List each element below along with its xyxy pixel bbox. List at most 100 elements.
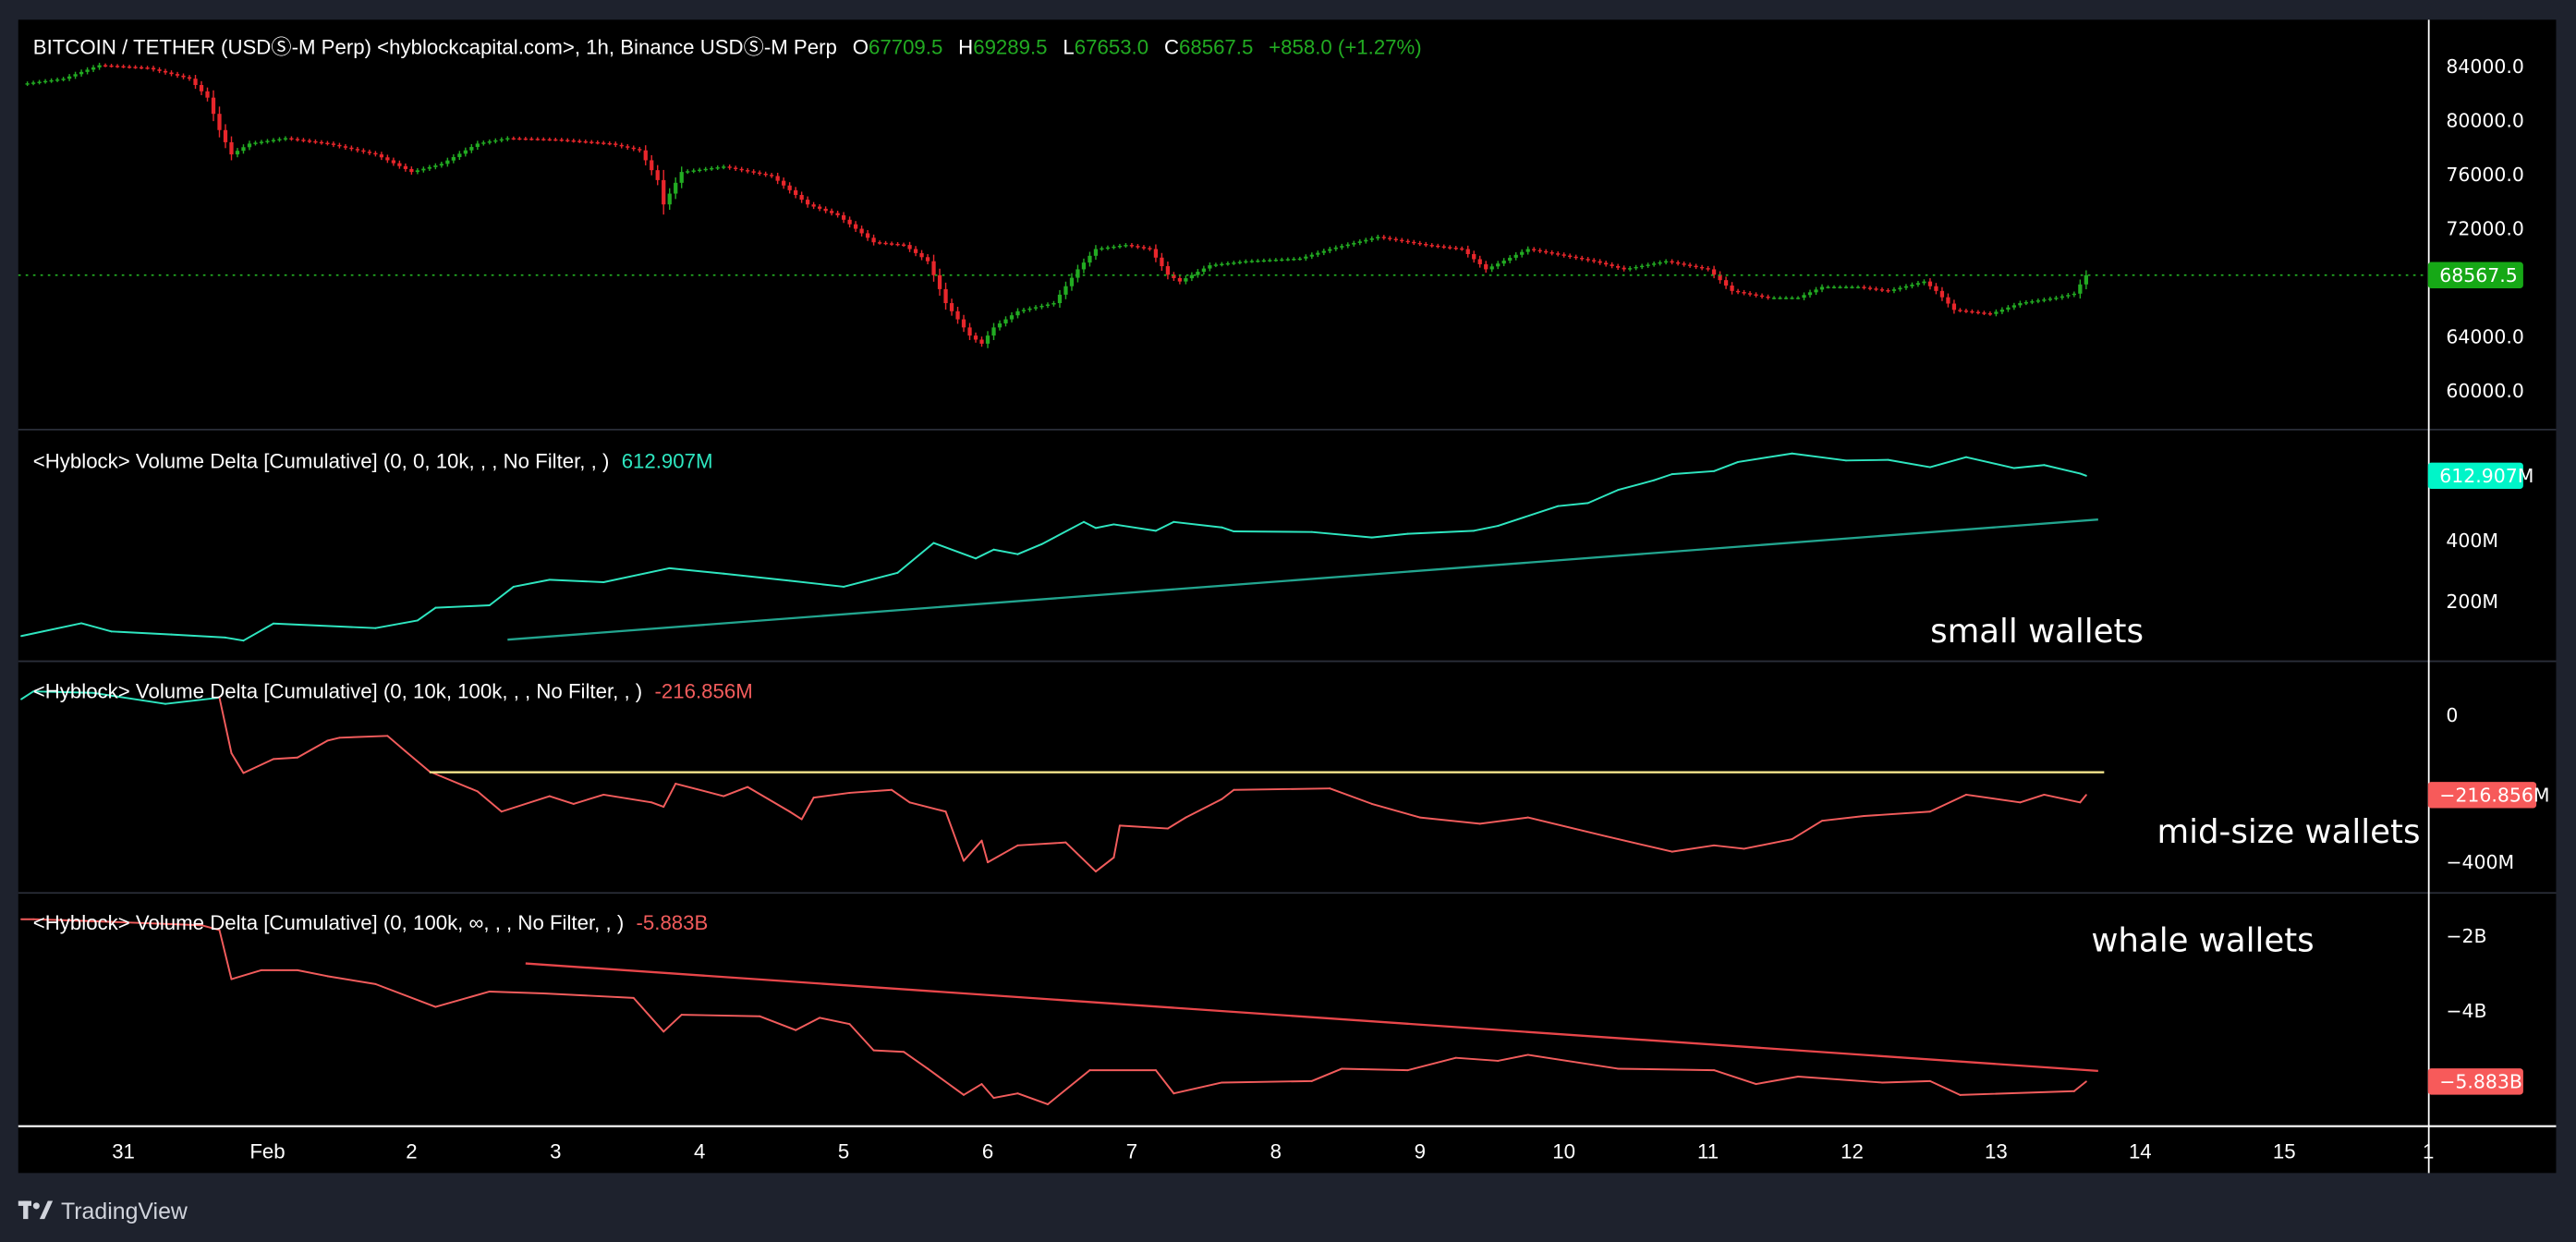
series-segment <box>1016 542 1043 555</box>
series-segment <box>944 810 966 862</box>
candle-body <box>2023 302 2029 304</box>
candle-body <box>2060 296 2064 298</box>
candle-body <box>1831 286 1837 288</box>
series-segment <box>963 1083 983 1096</box>
candle-body <box>595 141 600 144</box>
time-axis[interactable]: 31 Feb 2 3 4 5 6 7 8 9 10 11 12 13 14 15 1 <box>112 1139 2434 1163</box>
small-pane-value: 612.907M <box>622 450 713 473</box>
series-segment <box>987 844 1019 864</box>
series-segment <box>542 992 635 999</box>
candle-body <box>907 245 912 250</box>
candle-body <box>949 303 954 311</box>
candle-body <box>1747 293 1753 295</box>
axis-tick-label: −2B <box>2446 925 2486 947</box>
candle-body <box>1489 266 1494 270</box>
series-segment <box>668 566 725 575</box>
series-segment <box>980 1083 995 1100</box>
candle-body <box>1009 315 1015 320</box>
whale-pane-legend: <Hyblock> Volume Delta [Cumulative] (0, … <box>33 911 709 934</box>
series-segment <box>662 1014 683 1033</box>
series-segment <box>1964 793 2022 804</box>
candle-body <box>1369 237 1374 240</box>
candle-body <box>187 77 192 79</box>
series-segment <box>1406 1056 1457 1072</box>
candle-body <box>1189 274 1195 279</box>
series-segment <box>1064 841 1097 873</box>
candle-body <box>1225 262 1231 265</box>
candle-body <box>1627 268 1633 270</box>
series-segment <box>230 968 262 980</box>
candle-body <box>349 147 354 150</box>
series-segment <box>1557 502 1589 507</box>
candle-body <box>1405 240 1410 243</box>
candle-body <box>1675 262 1681 264</box>
candle-body <box>614 143 618 145</box>
series-segment <box>1671 844 1716 853</box>
candle-body <box>1003 319 1008 323</box>
whale-pane-title[interactable]: <Hyblock> Volume Delta [Cumulative] (0, … <box>33 911 624 934</box>
candle-body <box>1862 286 1866 288</box>
candle-body <box>1586 259 1590 261</box>
symbol-title[interactable]: BITCOIN / TETHER (USDⓈ-M Perp) <hyblockc… <box>33 36 837 59</box>
series-segment <box>1173 520 1223 529</box>
chart-area <box>18 19 2557 1174</box>
candle-body <box>331 143 336 145</box>
candle-body <box>1561 254 1566 256</box>
series-segment <box>1233 530 1313 533</box>
candle-body <box>295 139 300 140</box>
candle-body <box>1616 265 1621 268</box>
tradingview-brand[interactable]: TradingView <box>18 1199 188 1224</box>
candle-body <box>1850 286 1854 288</box>
candle-body <box>577 140 582 142</box>
candle-body <box>782 180 786 186</box>
candle-body <box>991 327 996 336</box>
candle-body <box>985 335 990 344</box>
series-segment <box>1791 452 1847 462</box>
candle-body <box>937 274 942 289</box>
candle-body <box>1081 262 1087 270</box>
series-segment <box>1845 458 1889 462</box>
last-value-label: −5.883B <box>2439 1070 2522 1092</box>
series-segment <box>428 770 479 793</box>
candle-body <box>217 114 222 130</box>
candle-body <box>1309 254 1314 257</box>
series-segment <box>1478 816 1529 825</box>
candle-body <box>1598 261 1602 263</box>
candle-body <box>1568 255 1573 257</box>
candle-body <box>1814 289 1818 293</box>
candle-body <box>823 208 828 212</box>
candle-body <box>775 176 780 181</box>
candle-body <box>1970 310 1975 313</box>
candle-body <box>1699 266 1705 269</box>
candle-body <box>37 81 42 83</box>
mid-pane-title[interactable]: <Hyblock> Volume Delta [Cumulative] (0, … <box>33 680 642 703</box>
time-tick-label: 3 <box>550 1139 561 1163</box>
candle-body <box>487 141 492 143</box>
series-segment <box>225 636 245 642</box>
series-segment <box>1040 520 1085 545</box>
series-segment <box>1526 816 1608 837</box>
axis-tick-label: 72000.0 <box>2446 218 2524 240</box>
mid-pane-value: -216.856M <box>655 680 753 703</box>
candle-body <box>91 67 96 70</box>
small-pane-title[interactable]: <Hyblock> Volume Delta [Cumulative] (0, … <box>33 450 610 473</box>
series-segment <box>1605 834 1673 853</box>
series-segment <box>891 788 911 804</box>
time-tick-label: 12 <box>1841 1139 1864 1163</box>
axis-tick-label: 64000.0 <box>2446 326 2524 348</box>
candle-body <box>55 79 60 81</box>
candle-body <box>1177 277 1183 282</box>
small-pane-legend: <Hyblock> Volume Delta [Cumulative] (0, … <box>33 450 713 473</box>
candle-body <box>913 249 918 253</box>
series-segment <box>32 918 83 922</box>
axis-tick-label: −4B <box>2446 1000 2486 1022</box>
series-segment <box>1713 844 1745 850</box>
time-tick-label: 2 <box>406 1139 417 1163</box>
candle-body <box>758 172 762 175</box>
candle-body <box>973 335 978 340</box>
open-value: 67709.5 <box>869 36 942 59</box>
candle-body <box>1063 286 1068 295</box>
candle-body <box>751 171 756 173</box>
candle-body <box>806 200 810 205</box>
